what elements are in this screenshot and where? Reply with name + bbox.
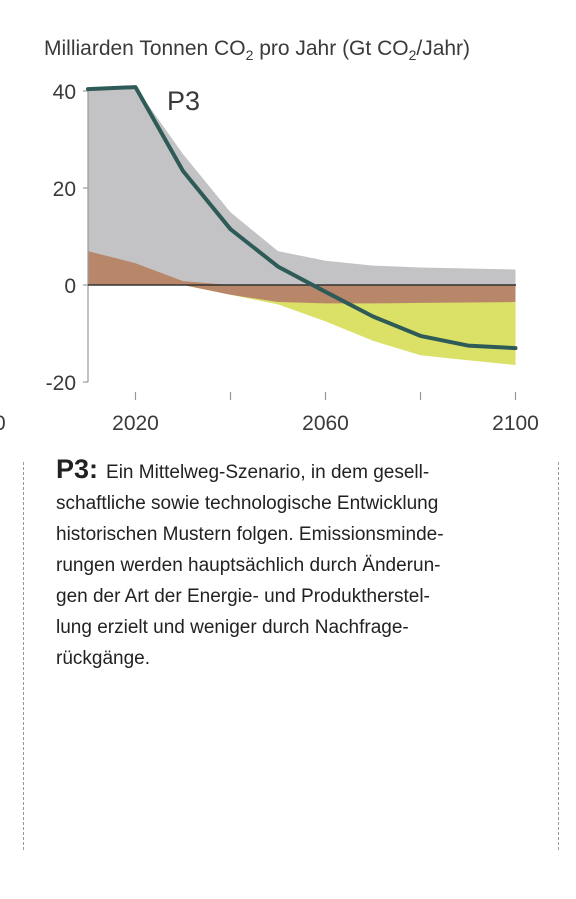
x-tick-label: 2060 [302, 412, 349, 435]
y-tick-label: 0 [64, 275, 76, 298]
scenario-ranges [88, 87, 516, 365]
brown-range-area [88, 251, 516, 304]
caption-line: lung erzielt und weniger durch Nachfrage… [56, 617, 409, 638]
yellow-range-area [88, 285, 516, 365]
x-tick-label: 2020 [112, 412, 159, 435]
axes: 40 20 0 -20 2020 2060 2100 [46, 81, 539, 435]
y-tick-label: -20 [46, 372, 76, 395]
scenario-description: P3: Ein Mittelweg-Szenario, in dem gesell… [56, 454, 526, 674]
x-tick-label-cut: 0 [0, 412, 6, 435]
caption-line: rungen werden hauptsächlich durch Änderu… [56, 555, 441, 576]
caption-heading: P3: [56, 454, 99, 484]
caption-line: historischen Mustern folgen. Emissionsmi… [56, 524, 444, 545]
gray-range-area [88, 87, 516, 285]
caption-line: gen der Art der Energie- und Produkthers… [56, 586, 430, 607]
emissions-chart: Milliarden Tonnen CO2 pro Jahr (Gt CO2/J… [0, 37, 539, 435]
right-dashed-divider [558, 462, 559, 850]
left-dashed-divider [23, 462, 24, 850]
x-tick-label: 2100 [492, 412, 539, 435]
p3-emission-line [86, 85, 518, 351]
caption-line: rückgänge. [56, 648, 151, 669]
caption-line: schaftliche sowie technologische Entwick… [56, 493, 439, 514]
chart-title: Milliarden Tonnen CO2 pro Jahr (Gt CO2/J… [44, 37, 470, 63]
y-tick-label: 20 [53, 178, 76, 201]
series-label-p3: P3 [167, 86, 200, 116]
y-tick-label: 40 [53, 81, 76, 104]
caption-line: Ein Mittelweg-Szenario, in dem gesell- [106, 462, 430, 483]
